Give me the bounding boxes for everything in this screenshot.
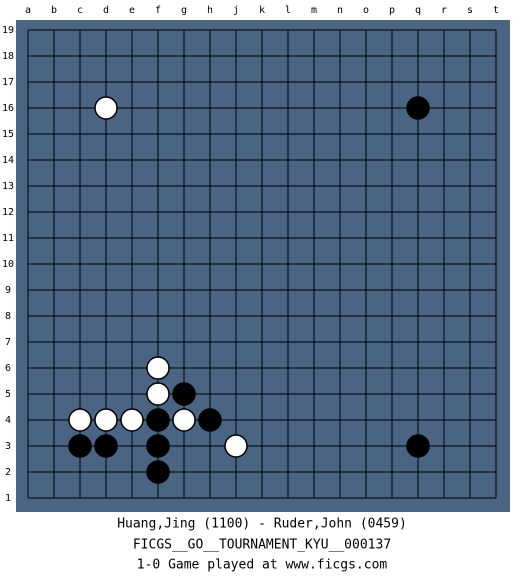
- row-label: 13: [2, 181, 14, 192]
- black-stone: [172, 382, 196, 406]
- row-label: 18: [2, 51, 14, 62]
- column-label: d: [103, 5, 109, 16]
- column-label: t: [493, 5, 499, 16]
- row-label: 9: [5, 285, 11, 296]
- column-label: h: [207, 5, 213, 16]
- row-label: 1: [5, 493, 11, 504]
- black-stone: [406, 96, 430, 120]
- column-label: q: [415, 5, 421, 16]
- row-label: 14: [2, 155, 14, 166]
- black-stone: [68, 434, 92, 458]
- column-label: l: [285, 5, 291, 16]
- column-label: j: [233, 5, 239, 16]
- white-stone: [94, 408, 118, 432]
- caption-players: Huang,Jing (1100) - Ruder,John (0459): [117, 517, 407, 532]
- column-label: p: [389, 5, 395, 16]
- column-label: a: [25, 5, 31, 16]
- column-label: f: [155, 5, 161, 16]
- row-label: 7: [5, 337, 11, 348]
- board-background: [16, 20, 510, 512]
- caption-event: FICGS__GO__TOURNAMENT_KYU__000137: [133, 538, 391, 553]
- column-label: e: [129, 5, 135, 16]
- row-label: 3: [5, 441, 11, 452]
- column-label: n: [337, 5, 343, 16]
- row-label: 19: [2, 25, 14, 36]
- row-label: 12: [2, 207, 14, 218]
- column-label: k: [259, 5, 265, 16]
- column-label: s: [467, 5, 473, 16]
- row-label: 5: [5, 389, 11, 400]
- caption-result: 1-0 Game played at www.ficgs.com: [137, 558, 388, 573]
- white-stone: [120, 408, 144, 432]
- black-stone: [146, 434, 170, 458]
- black-stone: [94, 434, 118, 458]
- row-label: 17: [2, 77, 14, 88]
- row-label: 16: [2, 103, 14, 114]
- black-stone: [146, 460, 170, 484]
- black-stone: [146, 408, 170, 432]
- white-stone: [146, 382, 170, 406]
- row-label: 11: [2, 233, 14, 244]
- white-stone: [146, 356, 170, 380]
- column-label: b: [51, 5, 57, 16]
- column-label: g: [181, 5, 187, 16]
- white-stone: [68, 408, 92, 432]
- white-stone: [172, 408, 196, 432]
- white-stone: [94, 96, 118, 120]
- row-label: 8: [5, 311, 11, 322]
- column-label: o: [363, 5, 369, 16]
- white-stone: [224, 434, 248, 458]
- row-label: 6: [5, 363, 11, 374]
- row-label: 10: [2, 259, 14, 270]
- black-stone: [406, 434, 430, 458]
- black-stone: [198, 408, 222, 432]
- column-label: r: [441, 5, 447, 16]
- column-label: c: [77, 5, 83, 16]
- row-label: 4: [5, 415, 11, 426]
- row-label: 2: [5, 467, 11, 478]
- column-label: m: [311, 5, 317, 16]
- row-label: 15: [2, 129, 14, 140]
